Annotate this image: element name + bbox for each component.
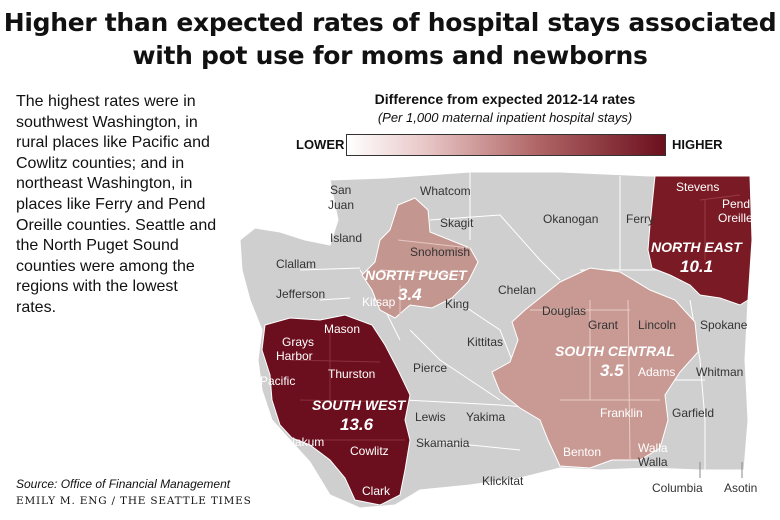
- county-douglas: Douglas: [542, 304, 586, 318]
- legend-gradient-bar: [346, 134, 666, 156]
- county-chelan: Chelan: [498, 283, 536, 297]
- county-ferry: Ferry: [626, 212, 654, 226]
- region-label-south-west: SOUTH WEST: [312, 397, 407, 413]
- county-spokane: Spokane: [700, 318, 748, 332]
- county-lincoln: Lincoln: [638, 318, 676, 332]
- region-value-north-east: 10.1: [680, 257, 713, 276]
- county-san-juan-2: Juan: [328, 198, 354, 212]
- county-garfield: Garfield: [672, 406, 714, 420]
- county-whitman: Whitman: [696, 365, 743, 379]
- county-thurston: Thurston: [328, 367, 375, 381]
- county-kittitas: Kittitas: [467, 335, 503, 349]
- county-pacific: Pacific: [260, 374, 295, 388]
- county-pierce: Pierce: [413, 361, 447, 375]
- county-columbia: Columbia: [652, 481, 703, 495]
- source-note: Source: Office of Financial Management: [16, 477, 231, 491]
- title-line-2: with pot use for moms and newborns: [132, 41, 648, 70]
- region-value-north-puget: 3.4: [398, 285, 422, 304]
- county-walla-walla-1: Walla: [638, 441, 668, 455]
- region-label-north-puget: NORTH PUGET: [365, 267, 468, 283]
- county-mason: Mason: [324, 322, 360, 336]
- county-walla-walla-2: Walla: [638, 455, 668, 469]
- title-line-1: Higher than expected rates of hospital s…: [3, 8, 777, 37]
- map-title: Higher than expected rates of hospital s…: [0, 6, 780, 72]
- county-pend-oreille-2: Oreille: [718, 211, 753, 225]
- region-label-south-central: SOUTH CENTRAL: [555, 343, 675, 359]
- region-north-puget: [361, 197, 479, 319]
- county-lewis: Lewis: [415, 410, 446, 424]
- legend-low-label: LOWER: [296, 137, 345, 152]
- county-cowlitz: Cowlitz: [350, 444, 389, 458]
- county-king: King: [445, 297, 469, 311]
- county-jefferson: Jefferson: [276, 287, 325, 301]
- county-clallam: Clallam: [276, 257, 316, 271]
- region-south-central: [491, 267, 699, 469]
- county-okanogan: Okanogan: [543, 212, 598, 226]
- region-value-south-west: 13.6: [340, 415, 374, 434]
- county-yakima: Yakima: [466, 410, 505, 424]
- county-adams: Adams: [638, 365, 675, 379]
- county-wahkiakum: Wahkiakum: [262, 435, 324, 449]
- county-pend-oreille-1: Pend: [722, 197, 750, 211]
- county-franklin: Franklin: [600, 406, 643, 420]
- county-kitsap: Kitsap: [362, 295, 396, 309]
- county-klickitat: Klickitat: [482, 474, 524, 488]
- region-label-north-east: NORTH EAST: [651, 239, 743, 255]
- credit-line: EMILY M. ENG / THE SEATTLE TIMES: [16, 495, 252, 507]
- county-san-juan-1: San: [330, 183, 351, 197]
- county-benton: Benton: [563, 445, 601, 459]
- legend-title: Difference from expected 2012-14 rates: [374, 91, 636, 107]
- legend-high-label: HIGHER: [672, 137, 723, 152]
- county-stevens: Stevens: [676, 180, 719, 194]
- legend-subtitle: (Per 1,000 maternal inpatient hospital s…: [377, 110, 633, 125]
- county-whatcom: Whatcom: [420, 184, 471, 198]
- region-south-west: [261, 314, 411, 506]
- county-snohomish: Snohomish: [410, 245, 470, 259]
- county-skamania: Skamania: [416, 436, 470, 450]
- county-island: Island: [330, 231, 362, 245]
- county-grays-harbor-1: Grays: [282, 335, 314, 349]
- county-grant: Grant: [588, 318, 619, 332]
- county-skagit: Skagit: [440, 216, 474, 230]
- county-asotin: Asotin: [724, 481, 757, 495]
- county-grays-harbor-2: Harbor: [276, 349, 313, 363]
- summary-text: The highest rates were in southwest Wash…: [16, 93, 217, 316]
- county-clark: Clark: [362, 484, 391, 498]
- region-north-east: [647, 175, 753, 306]
- region-value-south-central: 3.5: [600, 361, 624, 380]
